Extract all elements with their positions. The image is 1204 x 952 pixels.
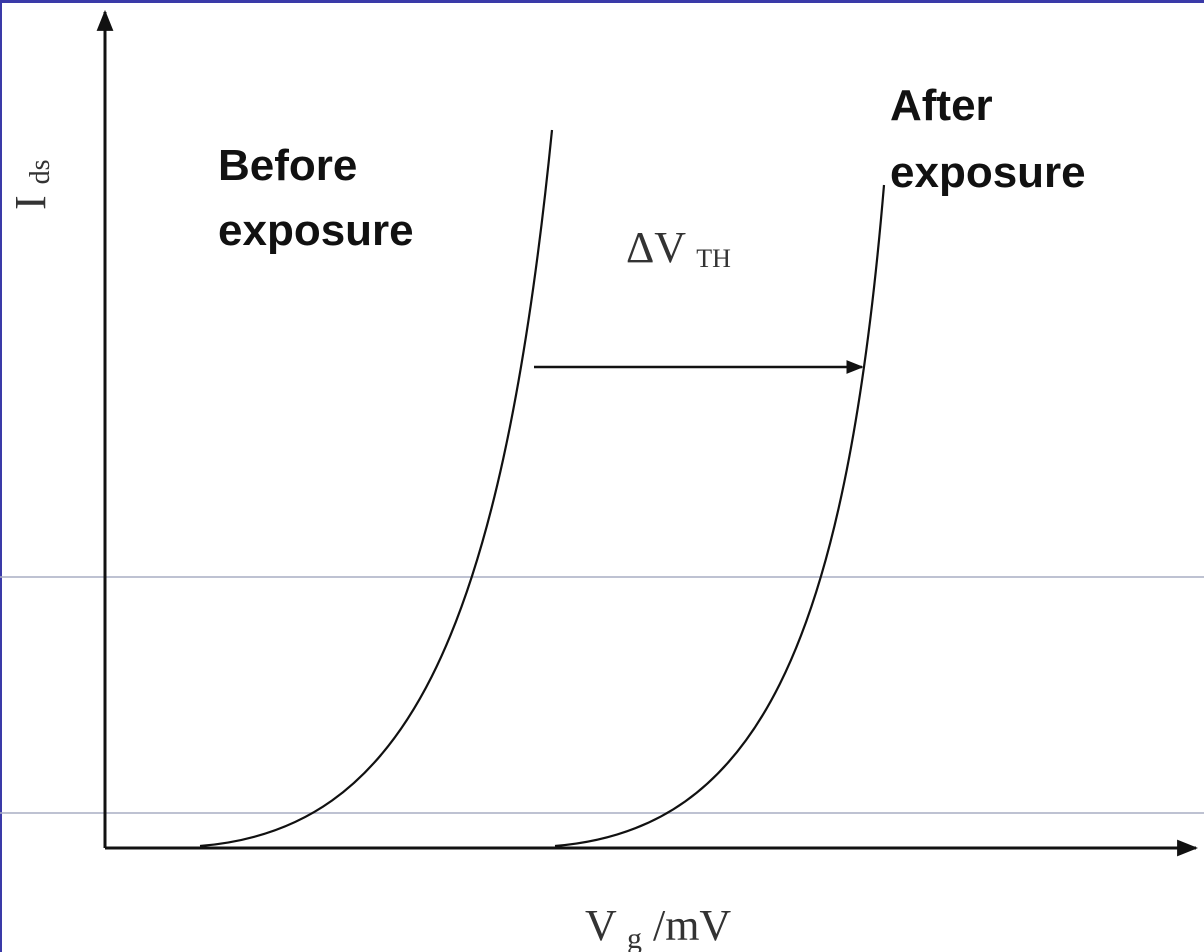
x-axis-label: V g /mV xyxy=(585,901,731,952)
svg-text:I ds: I ds xyxy=(6,159,56,210)
before-exposure-label-line1: Before xyxy=(218,141,357,190)
frame-left-border xyxy=(0,0,2,952)
x-axis-label-sub: g xyxy=(627,922,642,952)
curve-after-exposure xyxy=(554,184,886,848)
x-axis-label-main: V xyxy=(585,901,617,950)
x-axis-label-unit: /mV xyxy=(653,901,731,950)
y-axis-label: I ds xyxy=(6,159,56,210)
delta-vth-subscript: TH xyxy=(696,244,731,273)
curve-before-exposure xyxy=(199,129,554,848)
after-exposure-label-line2: exposure xyxy=(890,148,1086,197)
before-exposure-label-line2: exposure xyxy=(218,206,414,255)
frame-top-border xyxy=(0,0,1204,3)
delta-vth-label: ΔV TH xyxy=(626,223,731,273)
delta-vth-symbol: ΔV xyxy=(626,223,686,272)
after-exposure-label-line1: After xyxy=(890,81,993,130)
y-axis-label-main: I xyxy=(6,195,55,210)
y-axis-label-sub: ds xyxy=(25,159,56,184)
